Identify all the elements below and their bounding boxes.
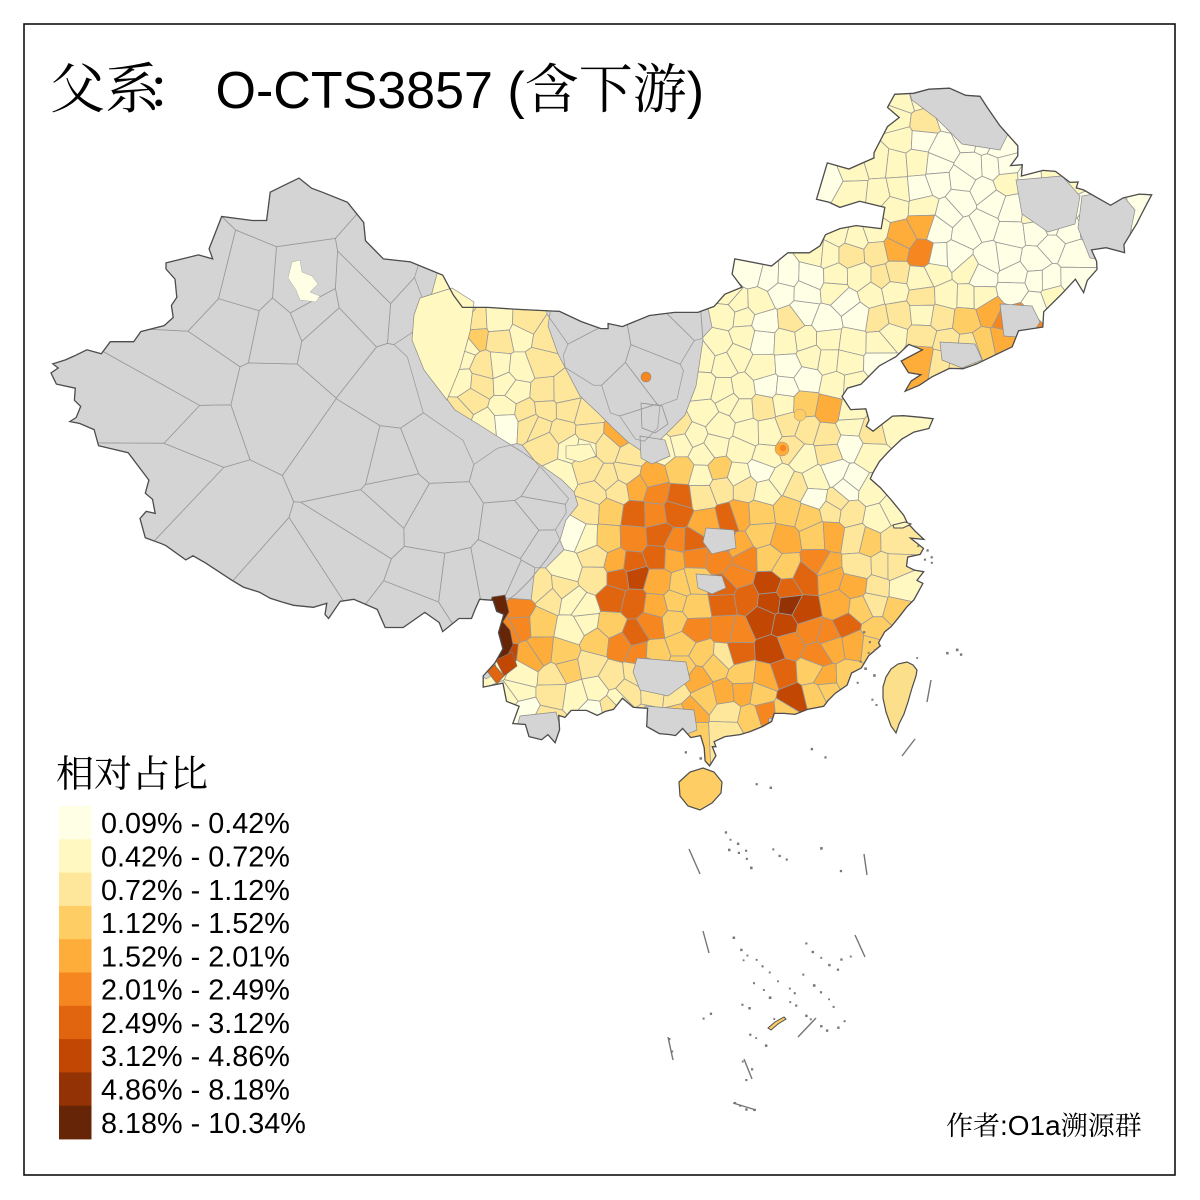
svg-text:0.72% - 1.12%: 0.72% - 1.12%: [101, 875, 290, 907]
svg-text:2.01% - 2.49%: 2.01% - 2.49%: [101, 975, 290, 1007]
svg-text:0.09% - 0.42%: 0.09% - 0.42%: [101, 808, 290, 840]
svg-text:O-CTS3857 (: O-CTS3857 (: [216, 62, 526, 120]
svg-text:8.18% - 10.34%: 8.18% - 10.34%: [101, 1108, 306, 1140]
svg-text:): ): [687, 62, 704, 120]
svg-text:4.86% - 8.18%: 4.86% - 8.18%: [101, 1075, 290, 1107]
svg-text:2.49% - 3.12%: 2.49% - 3.12%: [101, 1008, 290, 1040]
svg-text::O1a: :O1a: [1000, 1110, 1061, 1141]
svg-text:0.42% - 0.72%: 0.42% - 0.72%: [101, 841, 290, 873]
svg-text:1.12% - 1.52%: 1.12% - 1.52%: [101, 908, 290, 940]
svg-text:3.12% - 4.86%: 3.12% - 4.86%: [101, 1041, 290, 1073]
svg-text:1.52% - 2.01%: 1.52% - 2.01%: [101, 941, 290, 973]
